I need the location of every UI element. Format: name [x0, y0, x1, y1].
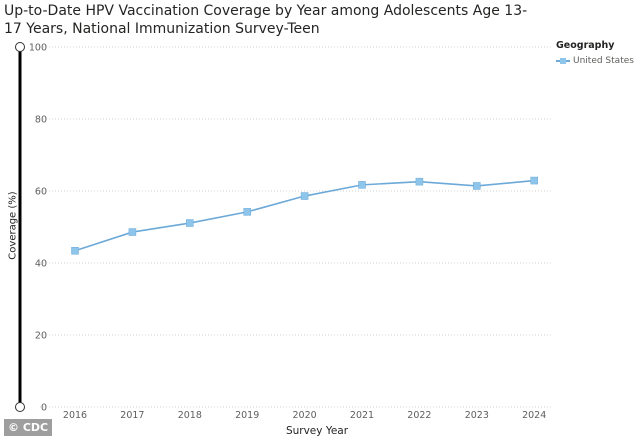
y-tick-label: 20	[35, 331, 47, 342]
x-axis-label: Survey Year	[285, 425, 349, 437]
data-point-2023	[473, 182, 481, 190]
cdc-watermark: © CDC	[4, 419, 53, 436]
data-point-2022	[415, 177, 424, 186]
x-tick-label: 2021	[350, 410, 374, 421]
x-tick-label: 2024	[522, 410, 546, 421]
legend-marker-icon	[556, 57, 570, 65]
x-tick-label: 2016	[63, 410, 87, 421]
y-tick-label: 0	[41, 403, 47, 414]
y-axis-label: Coverage (%)	[7, 191, 19, 260]
x-tick-label: 2019	[235, 410, 259, 421]
slider-handle-icon[interactable]	[15, 402, 25, 412]
y-tick-label: 60	[35, 187, 47, 198]
y-tick-label: 80	[35, 115, 47, 126]
data-point-2017	[128, 228, 137, 236]
x-tick-label: 2018	[178, 410, 202, 421]
y-tick-label: 100	[29, 43, 47, 54]
data-point-2018	[186, 219, 194, 227]
data-point-2020	[300, 192, 309, 200]
data-point-2019	[243, 208, 251, 216]
x-tick-label: 2023	[465, 410, 489, 421]
x-tick-label: 2020	[293, 410, 317, 421]
data-point-2021	[358, 181, 366, 189]
legend-label: United States	[573, 56, 634, 66]
data-point-2024	[530, 176, 538, 185]
legend-item-united-states[interactable]: United States	[556, 56, 634, 66]
chart-title: Up-to-Date HPV Vaccination Coverage by Y…	[4, 3, 528, 37]
x-tick-label: 2022	[407, 410, 431, 421]
data-point-2016	[71, 247, 79, 255]
slider-handle-icon[interactable]	[15, 42, 25, 52]
x-tick-label: 2017	[120, 410, 144, 421]
legend-title: Geography	[556, 40, 615, 51]
y-tick-label: 40	[35, 259, 47, 270]
